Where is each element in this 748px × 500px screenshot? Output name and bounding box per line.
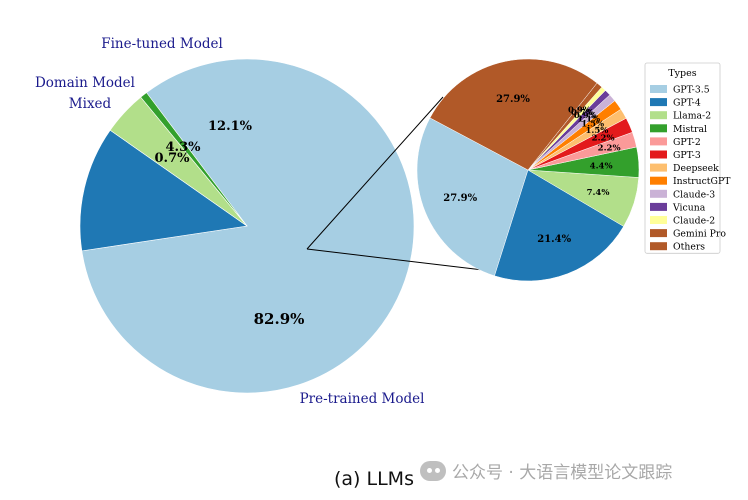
big-pie-slice-mixed — [140, 92, 248, 227]
wechat-icon — [420, 460, 446, 481]
type-pie-value-label-llama-2: 7.4% — [587, 188, 610, 198]
legend-swatch-gpt-3 — [650, 150, 667, 159]
legend-entry-vicuna: Vicuna — [672, 202, 706, 213]
big-pie-category-label-fine-tuned-model: Fine-tuned Model — [101, 36, 223, 52]
type-pie-slice-others-others — [429, 58, 598, 171]
big-pie-value-label-pre-trained-model: 82.9% — [254, 310, 305, 328]
legend-entry-gpt-2: GPT-2 — [673, 137, 701, 148]
legend-entry-llama-2: Llama-2 — [673, 111, 711, 122]
legend-entry-deepseek: Deepseek — [673, 163, 719, 174]
legend-entry-mistral: Mistral — [673, 124, 707, 135]
type-pie-value-label-gpt-4: 21.4% — [537, 234, 571, 245]
big-pie-slice-pre-trained-model — [81, 58, 415, 394]
legend-swatch-gpt-2 — [650, 137, 667, 146]
type-pie-value-label-claude-3: 1.1% — [577, 115, 600, 125]
type-pie-value-label-gpt-3-5: 27.9% — [443, 193, 477, 204]
watermark: 公众号 · 大语言模型论文跟踪 — [420, 458, 672, 483]
type-pie-value-label-others-others: 27.9% — [496, 94, 530, 105]
type-pie-value-label-gpt-2: 2.2% — [598, 143, 621, 153]
big-pie-category-label-pre-trained-model: Pre-trained Model — [300, 391, 425, 407]
legend-swatch-vicuna — [650, 202, 667, 211]
watermark-text: 公众号 · 大语言模型论文跟踪 — [452, 463, 673, 483]
legend-entry-gpt-4: GPT-4 — [673, 98, 701, 109]
legend-swatch-others — [650, 242, 667, 251]
type-pie-slice-gpt-3-5 — [416, 117, 529, 277]
legend-swatch-gemini-pro — [650, 229, 667, 238]
legend-swatch-gpt-4 — [650, 98, 667, 107]
legend-entry-gpt-3-5: GPT-3.5 — [673, 85, 710, 96]
big-pie-value-label-fine-tuned-model: 12.1% — [208, 119, 253, 134]
legend-entry-gpt-3: GPT-3 — [673, 150, 701, 161]
type-pie-value-label-gpt-3: 2.2% — [592, 133, 615, 143]
legend-swatch-llama-2 — [650, 111, 667, 120]
llm-type-pie: 27.9%21.4%7.4%4.4%2.2%2.2%1.5%1.5%1.1%0.… — [416, 58, 640, 282]
type-pie-value-label-gemini-pro: 0.9% — [568, 105, 591, 115]
connector-line-top — [306, 96, 444, 250]
legend-swatch-mistral — [650, 124, 667, 133]
legend-entry-claude-2: Claude-2 — [673, 216, 715, 227]
legend-entry-claude-3: Claude-3 — [673, 189, 715, 200]
connector-line-bottom — [306, 248, 484, 271]
legend-entry-others: Others — [673, 242, 705, 253]
big-pie-category-label-mixed: Mixed — [69, 96, 112, 112]
legend-swatch-gpt-3-5 — [650, 85, 667, 93]
legend-swatch-deepseek — [650, 163, 667, 172]
legend-swatch-claude-2 — [650, 216, 667, 224]
big-pie-slice-fine-tuned-model — [79, 129, 248, 252]
pretrained-vs-finetuned-pie: 82.9% Pre-trained Model 12.1% Fine-tuned Mo… — [35, 36, 424, 407]
legend: Types GPT-3.5 GPT-4 Llama-2 Mistral GPT-2 GPT-… — [644, 62, 731, 254]
type-pie-value-label-mistral: 4.4% — [590, 161, 613, 171]
big-pie-value-label-mixed: 0.7% — [155, 151, 191, 166]
legend-swatch-instructgpt — [650, 176, 667, 185]
legend-title: Types — [668, 68, 696, 79]
legend-entry-instructgpt: InstructGPT — [673, 176, 731, 187]
big-pie-category-label-domain-model: Domain Model — [35, 75, 135, 91]
type-pie-value-label-instructgpt: 1.5% — [581, 120, 604, 130]
zoom-connector-lines — [306, 96, 484, 271]
big-pie-value-label-domain-model: 4.3% — [166, 140, 202, 155]
legend-entry-gemini-pro: Gemini Pro — [673, 229, 726, 240]
type-pie-value-label-claude-2: 0.7% — [571, 108, 594, 118]
type-pie-value-label-deepseek: 1.5% — [585, 126, 608, 136]
legend-swatch-claude-3 — [650, 189, 667, 198]
figure-caption: (a) LLMs — [334, 468, 414, 490]
type-pie-value-label-vicuna: 0.9% — [574, 111, 597, 121]
type-pie-slice-gpt-4 — [494, 169, 624, 282]
